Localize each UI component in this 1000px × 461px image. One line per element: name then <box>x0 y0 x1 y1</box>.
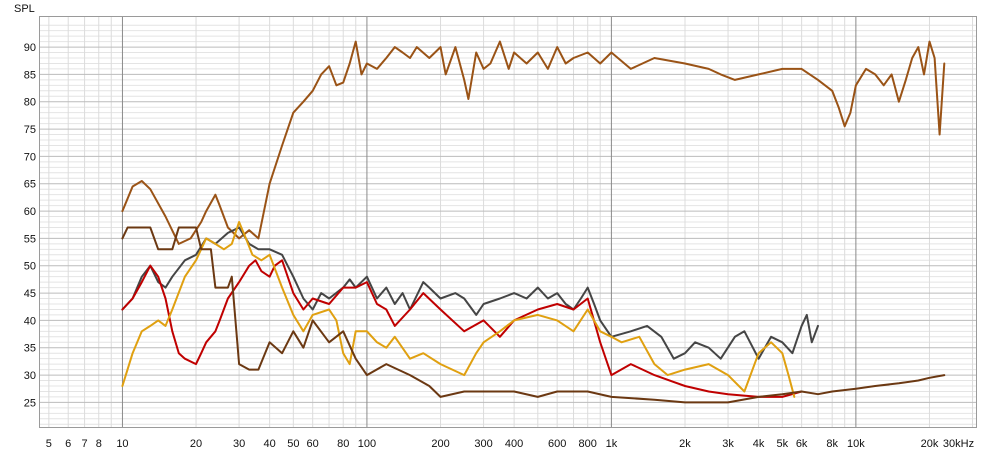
x-tick-label: 60 <box>307 438 319 450</box>
x-tick-label: 30 <box>233 438 245 450</box>
x-tick-label: 200 <box>431 438 449 450</box>
y-tick-label: 40 <box>24 315 36 327</box>
x-tick-label: 1k <box>606 438 618 450</box>
y-tick-label: 90 <box>24 42 36 54</box>
x-tick-label: 300 <box>474 438 492 450</box>
y-tick-label: 25 <box>24 397 36 409</box>
series-line-5 <box>121 226 946 404</box>
x-tick-label: 6k <box>796 438 808 450</box>
x-tick-label: 5 <box>46 438 52 450</box>
y-tick-label: 75 <box>24 124 36 136</box>
x-tick-label: 30kHz <box>943 438 974 450</box>
x-tick-label: 6 <box>65 438 71 450</box>
x-tick-label: 40 <box>264 438 276 450</box>
x-tick-label: 600 <box>548 438 566 450</box>
x-tick-label: 5k <box>776 438 788 450</box>
y-tick-label: 50 <box>24 261 36 273</box>
x-tick-label: 3k <box>722 438 734 450</box>
series-line-4 <box>121 221 796 398</box>
x-tick-labels: 5 6 7 8 10 20 30 40 50 60 80 100 200 300 400 600 800 1k 2k… <box>46 438 974 450</box>
x-tick-label: 800 <box>579 438 597 450</box>
grid-minor <box>40 17 976 427</box>
series-group <box>121 40 946 404</box>
y-tick-label: 35 <box>24 343 36 355</box>
y-tick-label: 60 <box>24 206 36 218</box>
x-tick-label: 10 <box>116 438 128 450</box>
y-tick-label: 80 <box>24 97 36 109</box>
x-tick-label: 2k <box>679 438 691 450</box>
y-tick-label: 70 <box>24 151 36 163</box>
series-line-3 <box>121 259 803 398</box>
x-tick-label: 4k <box>753 438 765 450</box>
series-line-1 <box>121 40 946 245</box>
x-tick-label: 400 <box>505 438 523 450</box>
y-tick-label: 30 <box>24 370 36 382</box>
y-axis-label: SPL <box>14 3 35 15</box>
x-tick-label: 8k <box>826 438 838 450</box>
x-tick-label: 7 <box>82 438 88 450</box>
x-tick-label: 80 <box>337 438 349 450</box>
y-tick-label: 55 <box>24 233 36 245</box>
x-tick-label: 8 <box>96 438 102 450</box>
x-tick-label: 100 <box>358 438 376 450</box>
y-tick-labels: 25 30 35 40 45 50 55 60 65 70 75 80 85 90 <box>24 42 36 409</box>
x-tick-label: 20 <box>190 438 202 450</box>
series-line-2 <box>121 226 819 360</box>
y-tick-label: 65 <box>24 179 36 191</box>
y-tick-label: 85 <box>24 69 36 81</box>
grid-major <box>40 17 976 427</box>
y-tick-label: 45 <box>24 288 36 300</box>
x-tick-label: 50 <box>287 438 299 450</box>
x-tick-label: 10k <box>847 438 865 450</box>
x-tick-label: 20k <box>921 438 939 450</box>
